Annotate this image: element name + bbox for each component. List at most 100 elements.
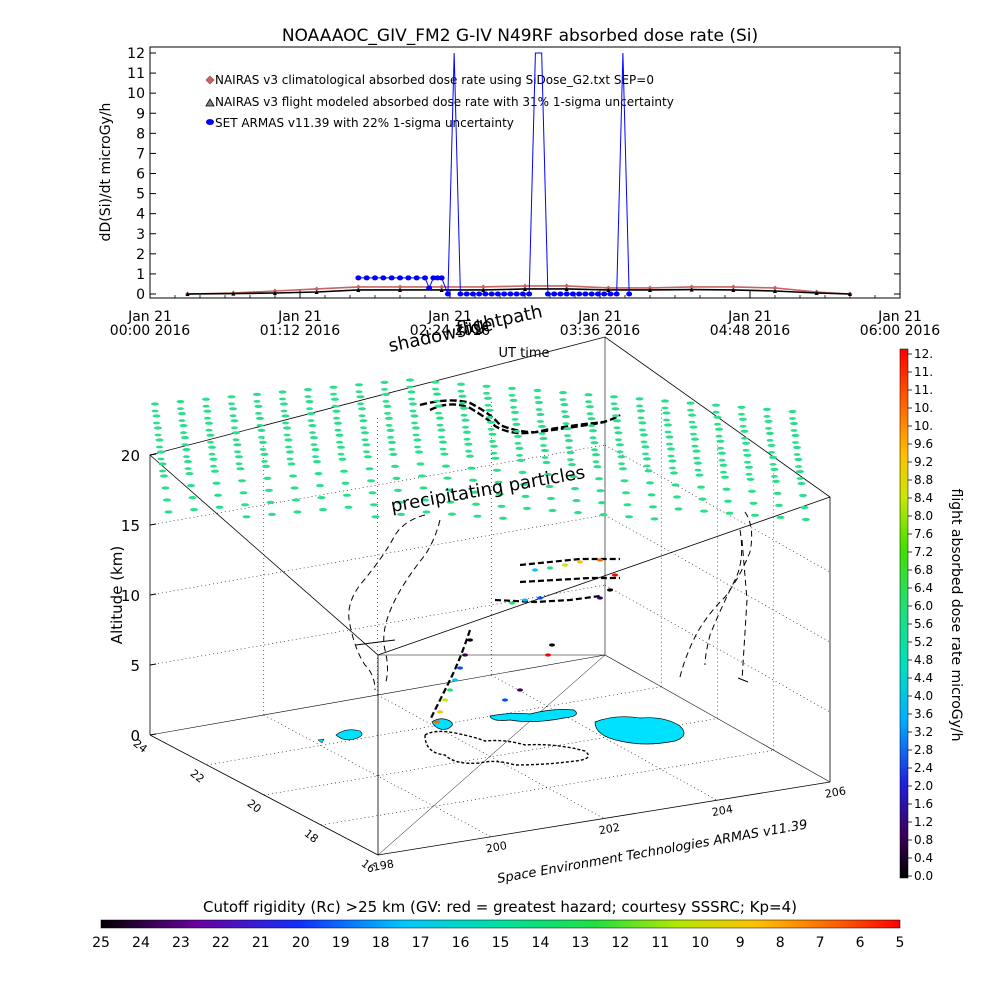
island-niihau: [317, 738, 325, 744]
lat-tick-label: 18: [302, 827, 321, 846]
particle-arrow-top: [382, 392, 390, 396]
particle-arrow-top: [748, 489, 756, 493]
legend-label-nairas-clim: NAIRAS v3 climatological absorbed dose r…: [215, 73, 654, 87]
particle-arrow-top: [242, 515, 251, 519]
x-tick-label-time: 02:24 2016: [410, 323, 491, 339]
particle-arrow-top: [212, 481, 221, 485]
particle-arrow-top: [154, 426, 162, 430]
particle-arrow-bottom: [432, 387, 439, 391]
flight-marker: [597, 558, 603, 562]
particle-arrow-bottom: [793, 453, 801, 456]
series-point-armas: [405, 275, 412, 281]
particle-arrow-top: [163, 498, 171, 502]
series-point-armas: [426, 285, 433, 291]
series-point-armas: [507, 291, 514, 297]
colorbar-right-tick-label: 5.2: [914, 635, 933, 649]
particle-arrow-top: [716, 439, 725, 443]
particle-arrow-top: [482, 384, 491, 388]
particle-arrow-bottom: [712, 410, 720, 414]
particle-arrow-top: [293, 510, 302, 514]
shadow-tick-left: [355, 639, 396, 646]
particle-arrow-top: [512, 422, 521, 426]
flightpath-3d-markers: [434, 558, 618, 724]
y-tick-label: 12: [127, 46, 145, 62]
particle-arrow-bottom: [312, 455, 319, 458]
particle-arrow-top: [371, 515, 380, 519]
x-tick-label-time: 00:00 2016: [110, 323, 191, 339]
particle-arrow-top: [256, 416, 264, 420]
flight-marker: [452, 678, 458, 682]
particle-arrow-top: [370, 503, 378, 507]
particle-arrow-top: [460, 406, 468, 410]
particle-arrow-bottom: [159, 469, 166, 473]
particle-arrow-top: [488, 432, 497, 436]
particle-arrow-top: [625, 515, 633, 519]
island-hawaii: [594, 716, 685, 745]
particle-arrow-bottom: [355, 390, 363, 394]
particle-arrow-bottom: [769, 463, 777, 466]
series-point-armas: [569, 291, 576, 297]
particle-arrow-top: [268, 512, 276, 517]
particle-arrow-top: [619, 467, 627, 471]
colorbar-right-tick-label: 10.: [914, 419, 933, 433]
legend-item-nairas-flight: NAIRAS v3 flight modeled absorbed dose r…: [205, 95, 674, 109]
series-point-nairas-flight: [314, 289, 319, 294]
particle-arrow-bottom: [541, 456, 549, 459]
particle-arrow-top: [434, 404, 443, 408]
particle-arrow-bottom: [514, 442, 522, 445]
particle-arrow-top: [289, 474, 297, 478]
flight-marker: [457, 666, 463, 670]
colorbar-right-tick-label: 11.: [914, 383, 933, 397]
particle-arrow-bottom: [487, 427, 495, 431]
series-point-nairas-flight: [398, 287, 402, 292]
particle-arrow-top: [496, 492, 504, 496]
particle-arrow-top: [698, 497, 707, 501]
particle-arrow-bottom: [457, 389, 465, 393]
particle-arrow-bottom: [688, 420, 696, 424]
y-tick-label: 9: [136, 106, 145, 122]
series-point-nairas-flight: [814, 290, 819, 295]
particle-arrow-bottom: [768, 451, 775, 454]
floor-diagonal: [377, 654, 606, 856]
particle-arrow-top: [610, 395, 618, 399]
colorbar-bottom-tick-label: 19: [332, 935, 350, 951]
colorbar-bottom-tick-label: 16: [452, 935, 470, 951]
particle-arrow-bottom: [687, 408, 694, 412]
particle-arrow-top: [641, 445, 650, 449]
particle-arrow-top: [724, 499, 732, 503]
series-point-nairas-flight: [273, 290, 277, 295]
colorbar-bottom-tick-label: 22: [212, 935, 230, 951]
x-tick-label-date: Jan 21: [427, 309, 472, 325]
series-point-armas: [422, 275, 428, 281]
particle-arrow-top: [317, 496, 326, 500]
particle-arrow-bottom: [381, 388, 388, 391]
particle-arrow-top: [737, 405, 746, 409]
particle-arrow-bottom: [694, 468, 702, 472]
y-tick-label: 8: [136, 126, 145, 142]
particle-arrow-top: [790, 421, 798, 426]
particle-arrow-top: [764, 419, 773, 423]
particle-arrow-top: [236, 467, 245, 471]
particle-arrow-top: [686, 401, 695, 405]
particle-arrow-top: [668, 459, 677, 463]
particle-arrow-top: [499, 516, 507, 520]
particle-arrow-bottom: [210, 464, 217, 468]
flight-marker: [612, 573, 618, 577]
particle-arrow-bottom: [739, 424, 747, 428]
series-point-armas: [388, 275, 395, 281]
particle-arrow-bottom: [666, 442, 673, 446]
lon-tick-label: 206: [824, 784, 847, 800]
particle-arrow-bottom: [535, 408, 543, 411]
particle-arrow-bottom: [690, 432, 697, 436]
particle-arrow-top: [316, 484, 324, 488]
particle-arrow-bottom: [384, 412, 391, 415]
particle-arrow-top: [421, 498, 429, 502]
flight-marker: [467, 638, 473, 642]
series-point-armas: [434, 275, 441, 281]
particle-arrow-top: [700, 509, 708, 513]
particle-arrow-bottom: [516, 454, 523, 457]
shadow-tick-right: [737, 677, 749, 683]
